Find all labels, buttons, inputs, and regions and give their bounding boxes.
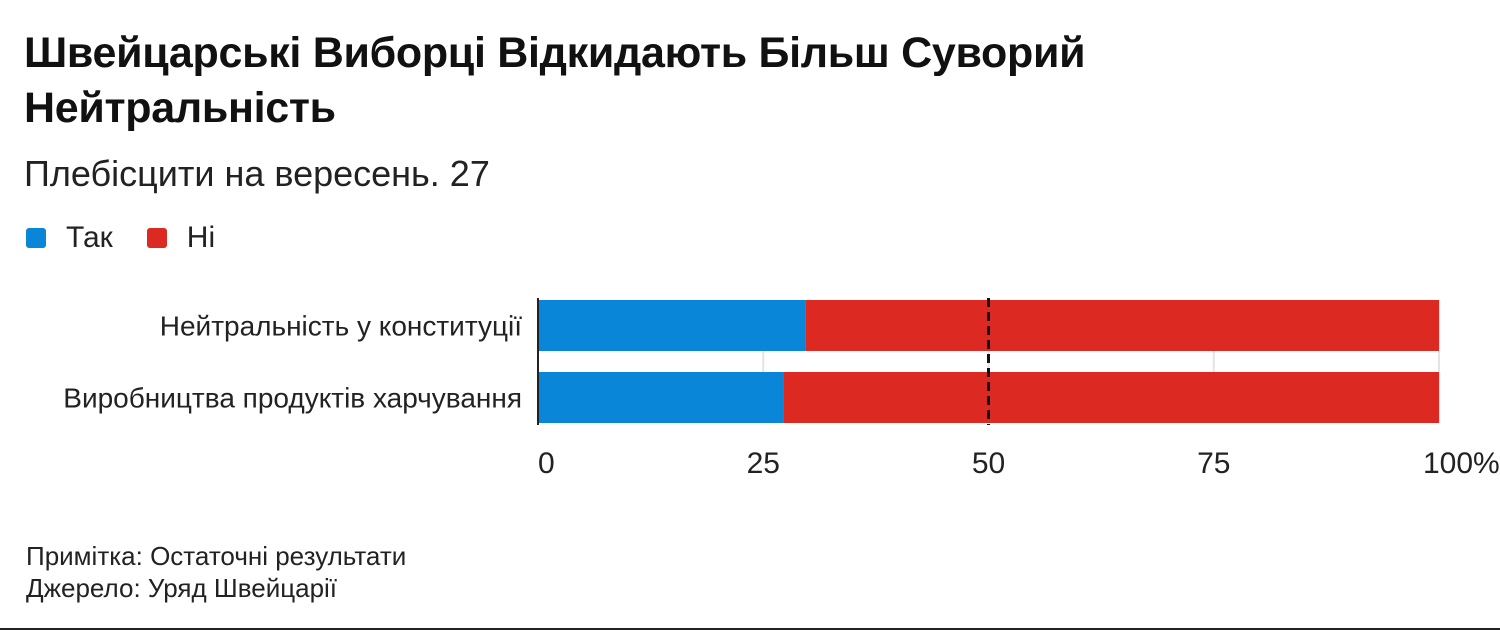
legend-swatch-yes	[26, 228, 46, 248]
x-tick-label: 75	[1197, 447, 1230, 480]
bar-segment	[783, 372, 1439, 423]
chart-notes: Примітка: Остаточні результати Джерело: …	[26, 540, 406, 604]
label-clip-mask	[0, 300, 24, 423]
legend-label-yes: Так	[66, 221, 113, 254]
x-tick-label: 100%	[1423, 447, 1500, 480]
stacked-bar-chart: Нейтральність у конституції Виробництва п…	[0, 298, 1500, 480]
legend-item-yes: Так	[26, 221, 113, 255]
category-label: Нейтральність у конституції	[160, 311, 522, 342]
x-tick-label: 0	[538, 447, 555, 480]
legend-item-no: Ні	[146, 221, 216, 255]
category-label: Виробництва продуктів харчування	[63, 383, 522, 414]
bar-segment	[538, 372, 784, 423]
legend-label-no: Ні	[186, 221, 216, 254]
footnote: Примітка: Остаточні результати	[26, 541, 407, 571]
chart-title: Швейцарські Виборці Відкидають Більш Сув…	[24, 29, 1086, 132]
x-tick-label: 50	[972, 447, 1005, 480]
source-note: Джерело: Уряд Швейцарії	[26, 573, 338, 603]
x-tick-label: 25	[747, 447, 780, 480]
bar-segment	[805, 300, 1439, 351]
chart-subtitle: Плебісцити на вересень. 27	[24, 153, 490, 194]
bar-segment	[538, 300, 806, 351]
legend: Так Ні	[26, 218, 249, 258]
legend-swatch-no	[146, 228, 167, 248]
bottom-rule	[0, 628, 1500, 630]
